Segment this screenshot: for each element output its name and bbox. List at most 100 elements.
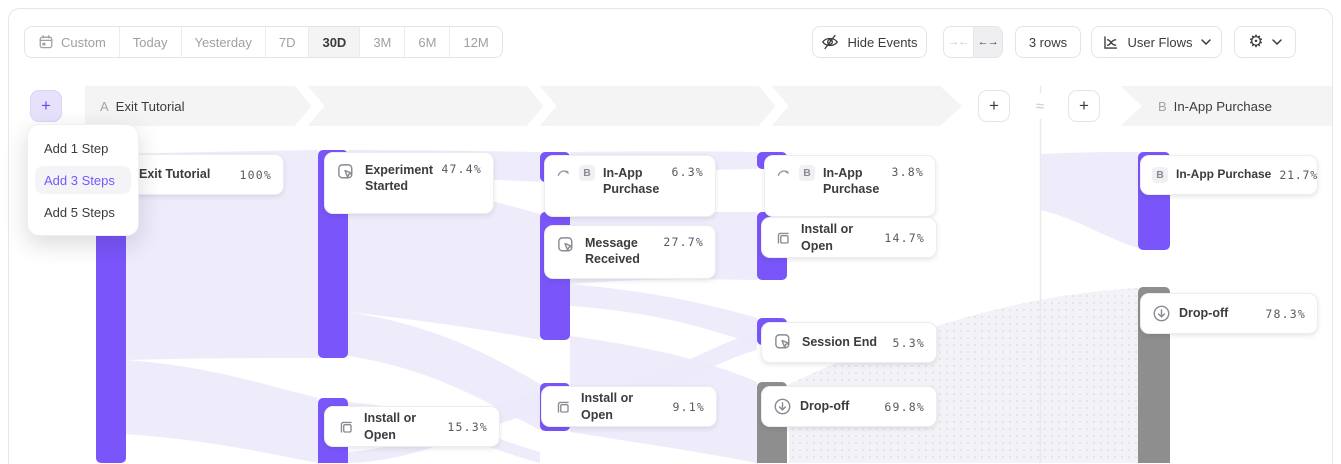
rows-label: 3 rows: [1028, 34, 1068, 50]
flow-node-experiment-started[interactable]: Experiment Started 47.4%: [324, 152, 494, 214]
settings-button[interactable]: ⚙: [1234, 26, 1296, 58]
chevron-down-icon: [1200, 39, 1211, 45]
menu-item-add-1-step[interactable]: Add 1 Step: [44, 140, 109, 156]
node-value: 6.3%: [671, 165, 704, 179]
node-label: In-App Purchase: [1176, 167, 1272, 182]
step-a-letter: A: [100, 98, 109, 114]
calendar-icon: [38, 34, 54, 50]
node-value: 21.7%: [1279, 168, 1318, 182]
step-b-header[interactable]: B In-App Purchase: [1158, 86, 1272, 126]
collapse-icon: →←: [948, 36, 969, 48]
node-value: 100%: [239, 167, 272, 182]
date-range-7d[interactable]: 7D: [264, 27, 309, 57]
node-label: Message Received: [585, 236, 640, 267]
app-window-icon: [773, 228, 793, 248]
flow-node-install-or-open-15[interactable]: Install or Open 15.3%: [324, 406, 500, 447]
step-a-band[interactable]: [85, 78, 962, 134]
menu-item-add-3-steps[interactable]: Add 3 Steps: [35, 166, 131, 194]
date-range-6m[interactable]: 6M: [404, 27, 449, 57]
step-b-badge: B: [579, 165, 595, 181]
node-value: 15.3%: [447, 419, 488, 434]
arrow-down-circle-icon: [773, 397, 792, 416]
flow-node-in-app-purchase-6[interactable]: B In-App Purchase 6.3%: [544, 155, 716, 217]
node-value: 27.7%: [663, 235, 704, 249]
node-value: 9.1%: [672, 399, 705, 414]
plus-icon: +: [41, 96, 51, 115]
approx-icon: ≈: [1035, 97, 1045, 115]
step-a-label: Exit Tutorial: [115, 98, 185, 114]
flow-node-install-or-open-9[interactable]: Install or Open 9.1%: [541, 386, 717, 427]
node-label: Session End: [802, 335, 878, 350]
curved-arrow-icon: [556, 165, 571, 180]
band-chevron-icon: [758, 78, 789, 134]
node-label: Drop-off: [1179, 306, 1229, 321]
view-selector-label: User Flows: [1127, 34, 1193, 50]
flow-node-install-or-open-14[interactable]: Install or Open 14.7%: [761, 217, 937, 258]
date-range-control: Custom Today Yesterday 7D 30D 3M 6M 12M: [24, 26, 503, 58]
node-value: 78.3%: [1265, 306, 1306, 321]
node-label: Experiment Started: [365, 163, 434, 194]
date-range-3m[interactable]: 3M: [359, 27, 404, 57]
hide-events-label: Hide Events: [847, 34, 918, 50]
node-value: 69.8%: [884, 399, 925, 414]
approx-separator: ≈: [1027, 93, 1053, 119]
date-range-custom[interactable]: Custom: [25, 27, 119, 57]
app-window-icon: [553, 397, 573, 417]
pointer-click-icon: [336, 162, 357, 183]
date-range-yesterday[interactable]: Yesterday: [180, 27, 265, 57]
flow-node-in-app-purchase-21[interactable]: B In-App Purchase 21.7%: [1140, 155, 1318, 195]
pointer-click-icon: [556, 235, 577, 256]
arrow-down-circle-icon: [1152, 304, 1171, 323]
flow-node-message-received[interactable]: Message Received 27.7%: [544, 225, 716, 279]
menu-item-add-5-steps[interactable]: Add 5 Steps: [44, 204, 115, 220]
node-value: 14.7%: [884, 230, 925, 245]
node-value: 3.8%: [891, 165, 924, 179]
node-value: 5.3%: [892, 335, 925, 350]
eye-off-icon: [821, 33, 839, 51]
plus-icon: +: [1079, 96, 1089, 115]
collapse-columns-button[interactable]: →←: [944, 27, 974, 57]
date-range-label: Custom: [61, 34, 106, 50]
view-selector-button[interactable]: User Flows: [1091, 26, 1222, 58]
flow-node-session-end[interactable]: Session End 5.3%: [761, 322, 937, 363]
expand-icon: ←→: [977, 36, 999, 48]
step-a-header[interactable]: A Exit Tutorial: [100, 86, 185, 126]
pointer-click-icon: [773, 332, 794, 353]
node-label: Install or Open: [581, 391, 634, 422]
step-b-label: In-App Purchase: [1173, 98, 1272, 114]
collapse-expand-control: →← ←→: [943, 26, 1003, 58]
user-flows-chart-icon: [1102, 34, 1119, 51]
curved-arrow-icon: [776, 165, 791, 180]
date-range-12m[interactable]: 12M: [449, 27, 501, 57]
step-b-badge: B: [799, 165, 815, 181]
date-range-30d[interactable]: 30D: [308, 27, 360, 57]
node-label: In-App Purchase: [603, 166, 660, 197]
band-chevron-icon: [294, 78, 325, 134]
flow-node-drop-off-78[interactable]: Drop-off 78.3%: [1140, 293, 1318, 334]
date-range-today[interactable]: Today: [118, 27, 181, 57]
node-label: Install or Open: [364, 411, 417, 442]
add-step-menu: Add 1 Step Add 3 Steps Add 5 Steps: [27, 124, 139, 236]
step-b-badge: B: [1152, 167, 1168, 183]
node-label: Exit Tutorial: [139, 167, 211, 182]
chevron-down-icon: [1271, 39, 1282, 45]
flow-node-in-app-purchase-3[interactable]: B In-App Purchase 3.8%: [764, 155, 936, 217]
rows-button[interactable]: 3 rows: [1015, 26, 1081, 58]
flow-node-drop-off-69[interactable]: Drop-off 69.8%: [761, 386, 937, 427]
add-step-button-a[interactable]: +: [30, 90, 62, 122]
gear-icon: ⚙: [1248, 31, 1264, 52]
expand-columns-button[interactable]: ←→: [973, 27, 1002, 57]
node-label: Drop-off: [800, 399, 850, 414]
step-b-letter: B: [1158, 98, 1167, 114]
app-window-icon: [336, 417, 356, 437]
node-value: 47.4%: [441, 162, 482, 176]
add-step-button-b[interactable]: +: [1068, 90, 1100, 122]
hide-events-button[interactable]: Hide Events: [812, 26, 927, 58]
band-chevron-icon: [526, 78, 557, 134]
plus-icon: +: [989, 96, 999, 115]
node-label: In-App Purchase: [823, 166, 880, 197]
dropoff-ribbon: [789, 288, 1138, 463]
add-step-button-middle[interactable]: +: [978, 90, 1010, 122]
step-b-band[interactable]: [1120, 86, 1332, 126]
node-label: Install or Open: [801, 222, 854, 253]
